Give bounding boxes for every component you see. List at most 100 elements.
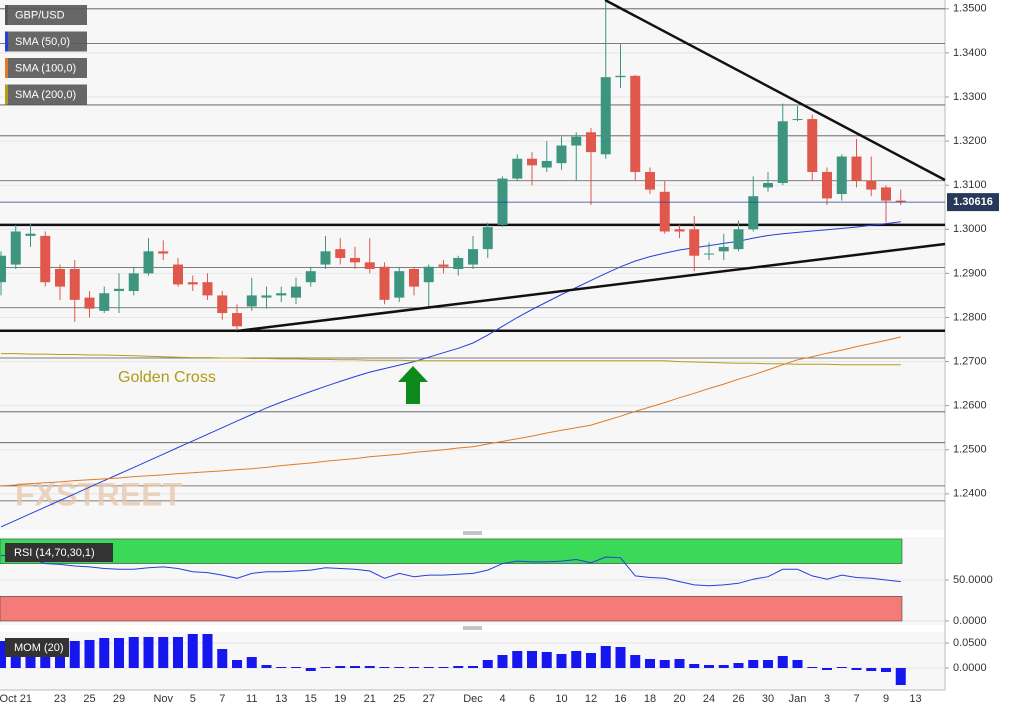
candle-body bbox=[866, 180, 877, 190]
mom-bar bbox=[586, 653, 596, 668]
legend-swatch bbox=[5, 58, 8, 78]
legend-label: SMA (100,0) bbox=[15, 62, 76, 74]
candle-body bbox=[777, 121, 788, 183]
candle-body bbox=[55, 268, 65, 287]
watermark: FXSTREET bbox=[15, 476, 183, 512]
mom-bar bbox=[792, 660, 803, 668]
candle-body bbox=[822, 171, 832, 199]
y-tick-label: 1.2700 bbox=[953, 355, 987, 367]
legend-swatch bbox=[5, 84, 8, 105]
mom-bar bbox=[261, 665, 272, 668]
sma-line bbox=[0, 336, 901, 487]
x-tick-label: 7 bbox=[853, 693, 859, 705]
last-price-box bbox=[947, 193, 999, 212]
candle-body bbox=[40, 235, 51, 283]
mom-bar bbox=[143, 637, 154, 668]
y-tick-label: 1.3500 bbox=[953, 3, 987, 15]
mom-bar bbox=[320, 667, 331, 668]
mom-bar bbox=[217, 649, 228, 668]
mom-bar bbox=[409, 667, 419, 668]
arrow-up bbox=[398, 366, 428, 404]
candle-body bbox=[497, 178, 508, 225]
panel-title: RSI (14,70,30,1) bbox=[14, 547, 95, 559]
mom-bar bbox=[659, 660, 670, 668]
x-tick-label: 25 bbox=[393, 693, 405, 705]
mom-bar bbox=[453, 666, 464, 668]
x-tick-label: Jan bbox=[789, 693, 807, 705]
candle-body bbox=[571, 136, 582, 146]
x-tick-label: 25 bbox=[83, 693, 95, 705]
mom-bar bbox=[645, 659, 655, 668]
candle-body bbox=[246, 295, 257, 307]
candle-body bbox=[645, 171, 655, 190]
x-tick-label: 15 bbox=[305, 693, 317, 705]
legend-box bbox=[5, 84, 87, 105]
y-tick-label: 1.3200 bbox=[953, 135, 987, 147]
mom-bar bbox=[84, 640, 95, 668]
x-tick-label: 21 bbox=[364, 693, 376, 705]
candle-body bbox=[600, 77, 611, 155]
mom-bar bbox=[704, 665, 714, 668]
mom-bar bbox=[276, 667, 287, 668]
candle-body bbox=[291, 286, 301, 298]
mom-bar bbox=[600, 646, 611, 668]
candle-body bbox=[792, 119, 803, 121]
y-tick-label: 1.3300 bbox=[953, 91, 987, 103]
y-tick-label: 1.2600 bbox=[953, 400, 987, 412]
sma-line bbox=[1, 353, 901, 366]
x-tick-label: Dec bbox=[463, 693, 483, 705]
candle-body bbox=[158, 251, 169, 254]
candle-body bbox=[423, 266, 434, 283]
candle-body bbox=[187, 282, 198, 285]
y-tick-label: 1.2800 bbox=[953, 311, 987, 323]
legend-box bbox=[5, 638, 69, 657]
x-tick-label: 18 bbox=[644, 693, 656, 705]
candle-body bbox=[217, 295, 228, 314]
legend-label: SMA (50,0) bbox=[15, 36, 70, 48]
mom-bar bbox=[541, 652, 552, 668]
mom-bar bbox=[187, 634, 198, 668]
candle-body bbox=[128, 273, 139, 292]
candle-body bbox=[674, 229, 685, 232]
candle-body bbox=[69, 268, 80, 300]
candle-body bbox=[202, 282, 213, 296]
candle-body bbox=[527, 158, 537, 166]
candle-body bbox=[438, 264, 449, 267]
mom-bar bbox=[630, 655, 641, 668]
mom-bar bbox=[718, 665, 729, 668]
candle-body bbox=[10, 231, 21, 265]
x-tick-label: 9 bbox=[883, 693, 889, 705]
mom-bar bbox=[246, 657, 257, 668]
mom-bar bbox=[173, 637, 183, 668]
mom-bar bbox=[423, 667, 434, 668]
legend-box bbox=[5, 5, 87, 25]
candle-body bbox=[453, 257, 464, 269]
candle-body bbox=[748, 196, 759, 230]
x-tick-label: 4 bbox=[499, 693, 505, 705]
candle-body bbox=[556, 145, 567, 164]
candle-body bbox=[689, 229, 700, 256]
mom-bar bbox=[866, 668, 877, 671]
x-tick-label: 5 bbox=[190, 693, 196, 705]
mom-bar bbox=[305, 668, 316, 671]
candle-body bbox=[25, 233, 36, 236]
candle-body bbox=[895, 200, 906, 203]
mom-bar bbox=[438, 667, 449, 668]
mom-bar bbox=[232, 660, 242, 668]
mom-bar bbox=[99, 638, 110, 668]
y-tick-label: 0.0500 bbox=[953, 637, 987, 649]
mom-bar bbox=[482, 660, 493, 668]
candle-body bbox=[364, 262, 375, 269]
x-tick-label: 11 bbox=[246, 693, 257, 705]
mom-bar bbox=[291, 667, 301, 668]
mom-bar bbox=[895, 668, 906, 685]
candle-body bbox=[881, 187, 891, 201]
candle-body bbox=[99, 293, 110, 311]
candle-body bbox=[836, 156, 847, 195]
legend-label: SMA (200,0) bbox=[15, 89, 76, 101]
rsi-line bbox=[0, 554, 901, 587]
y-tick-label: 1.3400 bbox=[953, 47, 987, 59]
candle-body bbox=[276, 293, 287, 296]
legend-swatch bbox=[5, 31, 8, 52]
annotation: Golden Cross bbox=[118, 369, 216, 386]
